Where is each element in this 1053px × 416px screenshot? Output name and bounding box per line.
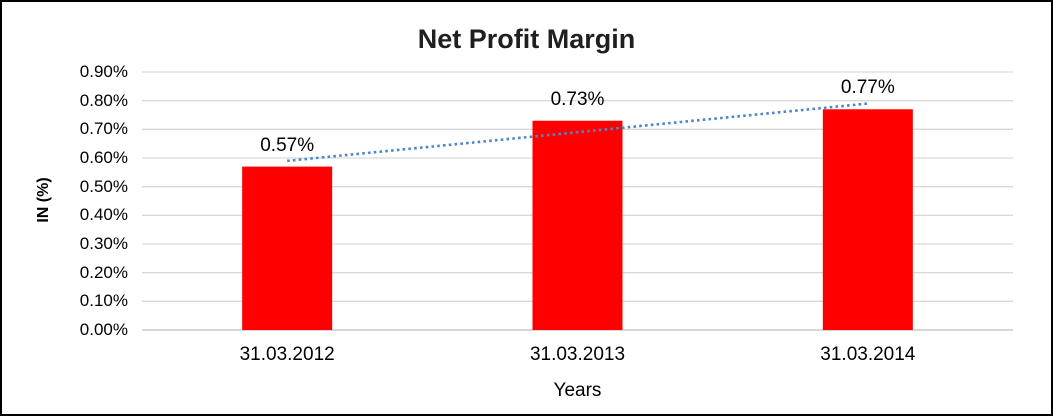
y-tick-label: 0.90%: [79, 62, 128, 81]
y-tick-label: 0.20%: [79, 262, 128, 282]
x-category-label: 31.03.2013: [529, 344, 626, 365]
x-axis-label: Years: [553, 380, 602, 401]
bar: [532, 120, 623, 330]
bar-value-label: 0.73%: [550, 88, 605, 110]
chart-title: Net Profit Margin: [417, 24, 636, 54]
bar-value-label: 0.57%: [260, 134, 315, 156]
y-tick-label: 0.60%: [79, 148, 128, 167]
y-tick-label: 0.30%: [79, 234, 128, 253]
trendline: [287, 102, 868, 163]
bar: [242, 166, 333, 330]
y-tick-label: 0.10%: [79, 291, 128, 311]
y-tick-label: 0.80%: [79, 90, 128, 110]
y-tick-label: 0.40%: [79, 205, 128, 225]
bar: [822, 109, 913, 331]
bar-value-label: 0.77%: [840, 77, 895, 99]
y-tick-label: 0.50%: [79, 176, 128, 196]
x-category-label: 31.03.2012: [239, 344, 335, 365]
y-tick-label: 0.70%: [79, 119, 128, 139]
x-category-label: 31.03.2014: [820, 344, 916, 365]
y-tick-label: 0.00%: [79, 320, 128, 339]
